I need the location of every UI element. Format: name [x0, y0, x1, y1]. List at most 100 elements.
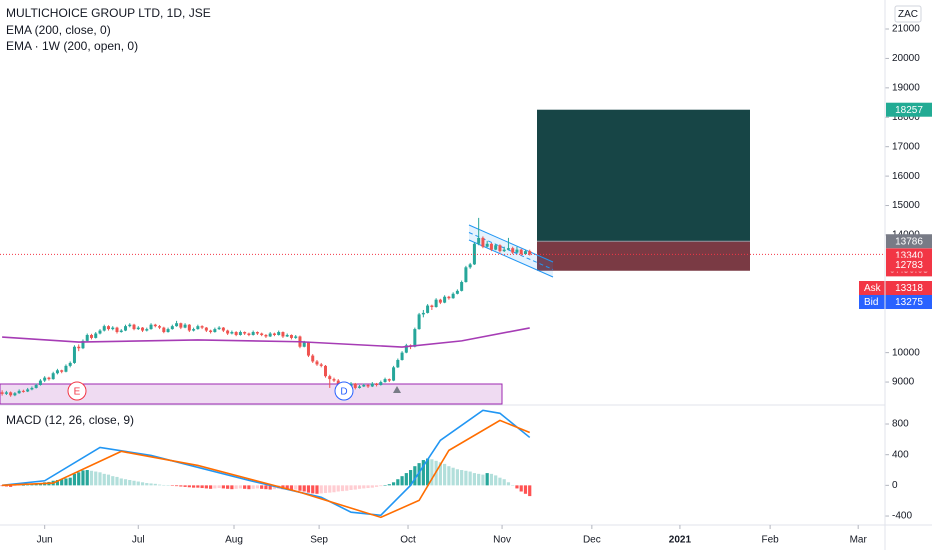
histogram-bar	[383, 485, 387, 486]
indicator-legend: EMA (200, close, 0)	[6, 23, 111, 37]
histogram-bar	[502, 479, 506, 486]
x-tick-label: Sep	[310, 535, 328, 546]
histogram-bar	[89, 470, 94, 486]
candle-body	[221, 327, 225, 331]
candle-body	[243, 332, 247, 334]
histogram-bar	[226, 485, 230, 489]
histogram-bar	[204, 485, 208, 489]
histogram-bar	[447, 466, 451, 486]
y-tick-label: 400	[892, 449, 909, 460]
candle-body	[119, 330, 123, 333]
histogram-bar	[230, 485, 234, 490]
histogram-bar	[498, 477, 502, 486]
candle-body	[200, 326, 204, 328]
candle-body	[285, 334, 289, 337]
histogram-bar	[357, 485, 362, 489]
stop-label: 12783	[895, 260, 923, 271]
candle-body	[387, 379, 391, 381]
candle-body	[366, 384, 370, 387]
candle-body	[251, 332, 255, 335]
x-tick-label: Feb	[762, 535, 780, 546]
histogram-bar	[77, 472, 81, 486]
candle-body	[468, 264, 472, 268]
candle-body	[460, 282, 464, 291]
candle-body	[55, 370, 59, 374]
histogram-bar	[468, 471, 472, 486]
histogram-bar	[238, 485, 242, 489]
histogram-bar	[81, 470, 85, 486]
earnings-marker[interactable]	[67, 381, 87, 401]
x-tick-label: 2021	[669, 535, 692, 546]
entry-label: 13786	[895, 236, 923, 247]
histogram-bar	[153, 483, 157, 486]
histogram-bar	[196, 485, 200, 488]
candle-body	[485, 243, 489, 247]
target-zone	[537, 109, 750, 242]
macd-pane: 800 400 0 -400	[0, 409, 912, 522]
histogram-bar	[128, 479, 132, 486]
histogram-bar	[336, 485, 340, 492]
candle-body	[392, 367, 396, 381]
candle-body	[187, 324, 191, 331]
dividend-marker[interactable]	[334, 381, 354, 401]
candle-body	[515, 249, 519, 253]
histogram-bar	[264, 485, 268, 490]
candle-body	[77, 346, 81, 349]
split-marker[interactable]	[393, 386, 401, 393]
candle-body	[336, 380, 340, 384]
histogram-bar	[55, 479, 60, 486]
y-tick-label: 18000	[892, 112, 920, 123]
candle-body	[511, 248, 515, 253]
candle-body	[136, 327, 140, 330]
candle-body	[204, 327, 208, 331]
histogram-bar	[523, 485, 528, 494]
candle-body	[81, 340, 85, 349]
histogram-bar	[174, 485, 179, 487]
histogram-bar	[417, 463, 421, 486]
histogram-bar	[311, 485, 315, 494]
x-tick-label: Dec	[583, 535, 601, 546]
candle-body	[17, 390, 21, 394]
candle-body	[179, 323, 183, 328]
candle-body	[481, 237, 485, 247]
histogram-bar	[391, 482, 396, 486]
earnings-label: E	[74, 387, 81, 398]
zone	[0, 383, 503, 405]
candle-body	[247, 333, 251, 335]
x-tick-label: Nov	[493, 535, 511, 546]
histogram-bar	[272, 485, 277, 490]
histogram-bar	[251, 485, 255, 489]
candle-body	[13, 393, 17, 396]
histogram-bar	[209, 485, 213, 489]
candle-body	[94, 333, 98, 338]
target-label: 18257	[895, 105, 923, 116]
entry-label-bg	[886, 234, 932, 249]
histogram-bar	[353, 485, 357, 490]
x-tick-label: Jun	[37, 535, 53, 546]
candle-body	[494, 245, 498, 250]
histogram-bar	[140, 482, 145, 486]
histogram-bar	[132, 480, 136, 486]
candle-body	[438, 299, 442, 303]
histogram-bar	[255, 485, 260, 489]
candle-body	[434, 299, 438, 308]
candle-body	[21, 390, 25, 392]
indicator-line	[2, 419, 531, 519]
y-tick-label: 15000	[892, 200, 920, 211]
histogram-bar	[489, 473, 494, 486]
histogram-bar	[430, 459, 434, 486]
price-pane: 9000100001400015000160001700018000190002…	[0, 24, 932, 397]
candle-body	[464, 267, 468, 283]
histogram-bar	[400, 476, 404, 486]
candle-body	[68, 362, 72, 366]
candle-body	[311, 355, 315, 362]
candle-body	[196, 326, 200, 330]
histogram-bar	[157, 484, 162, 486]
y-tick-label: 16000	[892, 171, 920, 182]
y-tick-label: 10000	[892, 347, 920, 358]
currency-box[interactable]	[894, 5, 922, 23]
histogram-bar	[413, 466, 417, 486]
y-tick-label: -400	[892, 511, 912, 522]
candle-body	[162, 327, 166, 333]
